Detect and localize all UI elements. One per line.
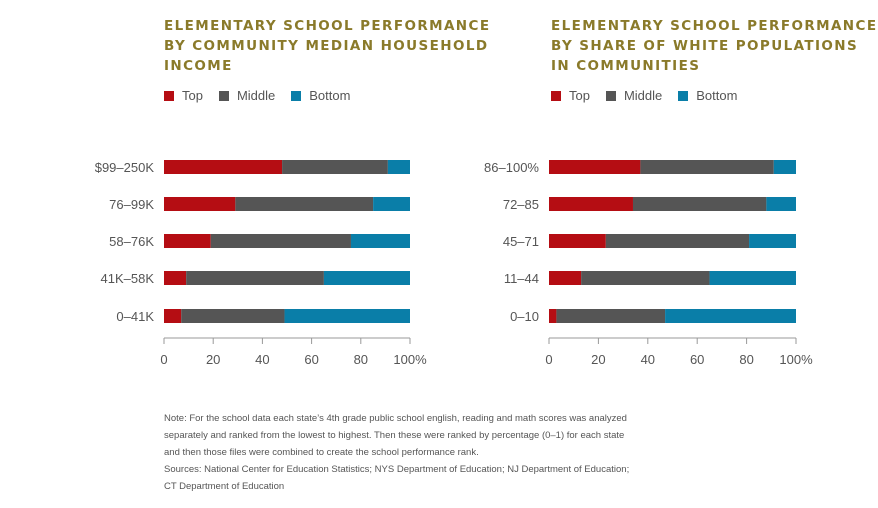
legend-item-bottom: Bottom <box>291 88 350 103</box>
chart-legend: Top Middle Bottom <box>164 88 350 103</box>
bar-segment-middle <box>556 309 666 323</box>
x-tick-label: 20 <box>206 352 220 367</box>
legend-item-bottom: Bottom <box>678 88 737 103</box>
x-tick-label: 0 <box>545 352 552 367</box>
x-tick-label: 100% <box>779 352 813 367</box>
bar-segment-top <box>549 309 557 323</box>
bar-segment-bottom <box>350 234 410 248</box>
bar-segment-top <box>549 197 633 211</box>
legend-label-bottom: Bottom <box>309 88 351 103</box>
category-label: 72–85 <box>503 197 539 212</box>
bar-segment-top <box>164 309 182 323</box>
legend-swatch-bottom <box>291 90 302 101</box>
x-tick-label: 40 <box>641 352 655 367</box>
bar-segment-middle <box>186 271 324 285</box>
legend-label-middle: Middle <box>623 88 663 103</box>
chart-panel-white-share: ELEMENTARY SCHOOL PERFORMANCE BY SHARE O… <box>551 0 878 400</box>
legend-item-middle: Middle <box>605 88 663 103</box>
x-tick-label: 0 <box>160 352 167 367</box>
category-label: 86–100% <box>484 160 539 175</box>
legend-label-middle: Middle <box>236 88 276 103</box>
bar-segment-top <box>164 271 187 285</box>
bar-segment-top <box>549 271 582 285</box>
bar-segment-bottom <box>773 160 796 174</box>
category-label: 41K–58K <box>101 271 155 286</box>
chart-legend: Top Middle Bottom <box>551 88 737 103</box>
legend-swatch-middle <box>218 90 229 101</box>
chart-title: ELEMENTARY SCHOOL PERFORMANCE BY SHARE O… <box>551 18 878 74</box>
legend-label-bottom: Bottom <box>696 88 738 103</box>
sources-line: Sources: National Center for Education S… <box>164 464 630 475</box>
bar-segment-middle <box>640 160 774 174</box>
bar-segment-top <box>164 160 283 174</box>
legend-swatch-top <box>164 90 174 101</box>
note-line: Note: For the school data each state’s 4… <box>164 413 627 424</box>
bar-segment-middle <box>605 234 750 248</box>
category-label: 11–44 <box>504 271 539 286</box>
chart-panel-income: ELEMENTARY SCHOOL PERFORMANCE BY COMMUNI… <box>164 0 494 400</box>
x-tick-label: 100% <box>393 352 427 367</box>
category-label: 0–10 <box>510 309 539 324</box>
category-label: 45–71 <box>503 234 539 249</box>
legend-label-top: Top <box>182 88 203 103</box>
category-label: $99–250K <box>95 160 155 175</box>
category-label: 58–76K <box>109 234 154 249</box>
bar-segment-middle <box>210 234 351 248</box>
bar-segment-middle <box>282 160 388 174</box>
sources-line: CT Department of Education <box>164 481 285 492</box>
bar-segment-bottom <box>665 309 796 323</box>
bar-segment-bottom <box>387 160 410 174</box>
category-label: 76–99K <box>109 197 154 212</box>
note-line: and then those files were combined to cr… <box>164 447 479 458</box>
stacked-bar-chart-white-share: 0 20 40 60 80 100% 86–100% 72–85 45–71 11–44 0–10 <box>484 160 813 367</box>
chart-note: Note: For the school data each state’s 4… <box>164 410 684 495</box>
x-tick-label: 80 <box>354 352 368 367</box>
bar-segment-bottom <box>749 234 796 248</box>
bar-segment-middle <box>581 271 710 285</box>
x-tick-label: 80 <box>739 352 753 367</box>
bar-segment-bottom <box>709 271 796 285</box>
bar-segment-bottom <box>373 197 410 211</box>
bar-segment-bottom <box>284 309 410 323</box>
bar-segment-middle <box>181 309 285 323</box>
legend-item-top: Top <box>551 88 590 103</box>
legend-label-top: Top <box>569 88 590 103</box>
bar-segment-top <box>164 197 236 211</box>
chart-title: ELEMENTARY SCHOOL PERFORMANCE BY COMMUNI… <box>164 18 491 74</box>
x-tick-label: 40 <box>255 352 269 367</box>
bar-segment-bottom <box>766 197 796 211</box>
note-line: separately and ranked from the lowest to… <box>164 430 625 441</box>
legend-item-top: Top <box>164 88 203 103</box>
bar-segment-top <box>549 160 641 174</box>
category-label: 0–41K <box>116 309 154 324</box>
bar-segment-bottom <box>323 271 410 285</box>
x-tick-label: 60 <box>690 352 704 367</box>
stacked-bar-chart-income: 0 20 40 60 80 100% $99–250K 76–99K 58–76K 41K–58K… <box>95 160 427 367</box>
legend-item-middle: Middle <box>218 88 276 103</box>
bar-segment-middle <box>235 197 374 211</box>
x-tick-label: 60 <box>304 352 318 367</box>
bar-segment-top <box>164 234 211 248</box>
legend-swatch-top <box>551 90 561 101</box>
bar-segment-middle <box>632 197 767 211</box>
legend-swatch-middle <box>605 90 616 101</box>
legend-swatch-bottom <box>678 90 689 101</box>
x-tick-label: 20 <box>591 352 605 367</box>
bar-segment-top <box>549 234 606 248</box>
